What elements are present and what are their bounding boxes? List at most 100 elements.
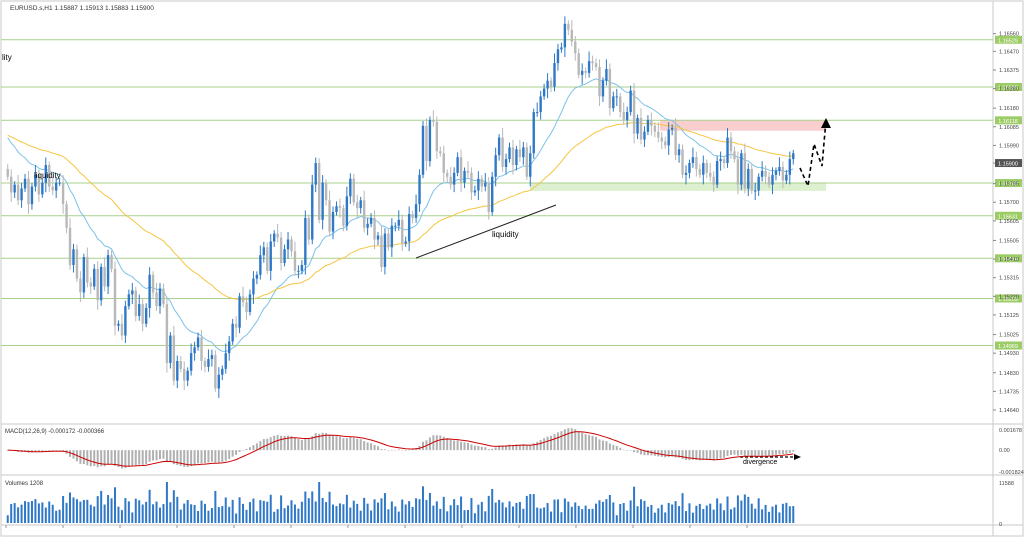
- volume-tick-label-1: 0: [999, 522, 1002, 528]
- volume-bar-0: [6, 515, 9, 523]
- volume-bar-100: [352, 500, 355, 523]
- macd-bar-222: [774, 450, 777, 455]
- macd-bar-71: [252, 445, 255, 451]
- candle-body-19: [72, 249, 75, 265]
- volume-bar-159: [556, 499, 559, 523]
- macd-tick-label-0: 0.001678: [999, 428, 1022, 434]
- macd-bar-69: [245, 448, 248, 451]
- macd-bar-38: [138, 450, 141, 465]
- volume-bar-181: [633, 486, 636, 523]
- volume-bar-131: [460, 496, 463, 523]
- candle-body-4: [20, 188, 23, 201]
- macd-bar-33: [120, 450, 123, 469]
- macd-bar-63: [224, 450, 227, 461]
- candle-body-154: [539, 96, 542, 113]
- macd-bar-14: [55, 450, 58, 451]
- candle-body-126: [442, 153, 445, 173]
- candle-body-197: [688, 163, 691, 173]
- volume-bar-73: [259, 500, 262, 523]
- candle-body-101: [356, 202, 359, 209]
- candle-body-138: [484, 182, 487, 187]
- volume-bar-56: [200, 500, 203, 523]
- volume-bar-126: [442, 496, 445, 523]
- candle-body-210: [733, 151, 736, 160]
- macd-bar-84: [297, 439, 300, 451]
- volume-bar-103: [363, 497, 366, 523]
- macd-bar-65: [231, 450, 234, 457]
- candle-body-39: [141, 304, 144, 324]
- macd-signal-line: [7, 431, 794, 467]
- volume-bar-146: [511, 506, 514, 523]
- volume-bar-154: [539, 508, 542, 523]
- macd-bar-156: [546, 436, 549, 451]
- price-tick-label-12: 1.15410: [999, 257, 1019, 263]
- macd-bar-162: [567, 428, 570, 451]
- volume-bar-107: [377, 502, 380, 523]
- macd-bar-124: [435, 435, 438, 451]
- volume-bar-87: [307, 498, 310, 523]
- candle-body-216: [754, 190, 757, 192]
- volume-bar-42: [152, 504, 155, 523]
- candle-body-174: [608, 68, 612, 109]
- volume-bar-102: [359, 510, 362, 523]
- volume-bar-9: [37, 503, 40, 523]
- volume-bar-221: [771, 506, 774, 523]
- candle-body-7: [30, 186, 34, 205]
- volume-bar-169: [591, 508, 594, 523]
- volume-bar-136: [477, 504, 480, 523]
- volume-bar-174: [608, 494, 611, 523]
- candle-body-48: [172, 335, 176, 381]
- macd-bar-205: [716, 450, 719, 460]
- candle-body-212: [740, 153, 743, 185]
- volume-bar-206: [719, 503, 722, 523]
- candle-body-117: [411, 214, 414, 218]
- macd-bar-110: [387, 450, 390, 451]
- macd-bar-193: [674, 450, 677, 458]
- candle-body-24: [89, 282, 92, 287]
- macd-bar-67: [238, 450, 241, 453]
- price-tick-label-19: 1.14735: [999, 389, 1019, 395]
- macd-bar-46: [165, 450, 168, 462]
- volume-bar-223: [778, 512, 781, 523]
- volume-bar-54: [193, 504, 196, 523]
- candle-body-55: [196, 337, 200, 348]
- candle-body-67: [238, 296, 241, 328]
- volume-bar-52: [186, 500, 189, 523]
- volume-bar-129: [453, 499, 456, 523]
- macd-bar-114: [401, 450, 404, 451]
- volume-bar-214: [747, 496, 750, 523]
- candle-body-132: [463, 170, 466, 183]
- volume-bar-77: [273, 511, 276, 523]
- candle-body-193: [674, 127, 677, 156]
- level-tag-5: [995, 254, 1022, 263]
- price-tick-label-11: 1.15505: [999, 238, 1019, 244]
- macd-bar-88: [311, 436, 314, 451]
- level-tag-text-7: 1.14969: [998, 344, 1018, 350]
- candle-body-28: [103, 266, 106, 287]
- candle-body-205: [715, 161, 719, 185]
- volume-tick-label-0: 11588: [999, 481, 1014, 487]
- macd-bar-53: [190, 450, 193, 467]
- macd-bar-128: [449, 439, 452, 451]
- macd-bar-160: [560, 431, 563, 451]
- candle-body-136: [477, 178, 480, 191]
- macd-bar-78: [276, 434, 279, 451]
- macd-bar-150: [525, 445, 528, 451]
- macd-bar-142: [498, 445, 501, 451]
- macd-bar-183: [640, 450, 643, 455]
- volume-bar-185: [646, 506, 649, 523]
- volume-bar-125: [439, 508, 442, 523]
- macd-bar-192: [671, 450, 674, 457]
- macd-pane: 0.001678 0.00 -0.001824: [6, 428, 1024, 476]
- macd-bar-27: [100, 450, 103, 467]
- volume-bar-51: [183, 503, 186, 523]
- macd-bar-77: [273, 435, 276, 451]
- volume-bar-170: [595, 503, 598, 523]
- macd-bar-86: [304, 438, 307, 451]
- candle-body-112: [394, 225, 397, 227]
- level-tag-text-2: 1.16118: [998, 119, 1017, 125]
- candle-body-187: [653, 125, 657, 132]
- candle-body-153: [535, 112, 539, 114]
- macd-bar-163: [570, 428, 573, 451]
